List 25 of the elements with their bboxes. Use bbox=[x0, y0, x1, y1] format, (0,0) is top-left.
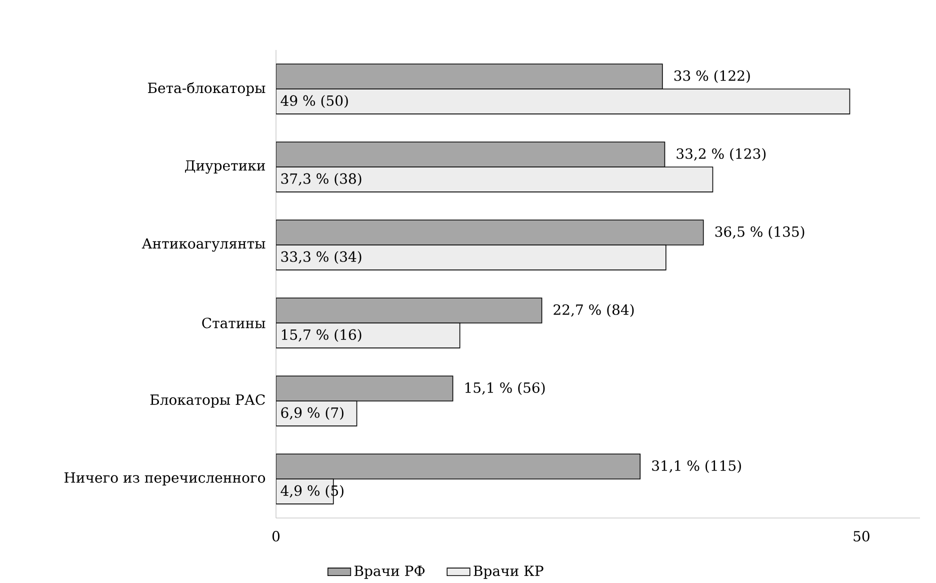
legend-label: Врачи РФ bbox=[354, 566, 425, 579]
bar bbox=[276, 244, 666, 270]
y-tick-label: Диуретики bbox=[185, 160, 266, 174]
y-tick-label: Бета-блокаторы bbox=[148, 82, 266, 96]
data-label: 49 % (50) bbox=[280, 94, 348, 108]
data-label: 31,1 % (115) bbox=[652, 460, 741, 473]
data-label: 6,9 % (7) bbox=[281, 406, 344, 420]
bar bbox=[276, 88, 850, 114]
y-tick-label: Антикоагулянты bbox=[142, 238, 266, 252]
y-tick-label: Блокаторы РАС bbox=[150, 394, 265, 408]
y-tick-label: Ничего из перечисленного bbox=[64, 472, 266, 486]
data-label: 15,7 % (16) bbox=[282, 328, 362, 342]
data-label: 15,1 % (56) bbox=[465, 382, 545, 395]
data-label: 33,3 % (34) bbox=[281, 250, 362, 264]
data-label: 37,3 % (38) bbox=[281, 172, 362, 186]
bar bbox=[276, 166, 714, 192]
bar bbox=[276, 322, 460, 348]
data-label: 36,5 % (135) bbox=[715, 226, 804, 239]
data-label: 33,2 % (123) bbox=[676, 148, 766, 161]
x-tick-label: 50 bbox=[854, 530, 870, 542]
data-label: 22,7 % (84) bbox=[554, 304, 634, 317]
y-tick-label: Статины bbox=[202, 318, 266, 328]
x-tick-label: 0 bbox=[272, 530, 280, 542]
data-label: 33 % (122) bbox=[674, 70, 750, 83]
legend-label: Врачи КР bbox=[474, 566, 544, 579]
